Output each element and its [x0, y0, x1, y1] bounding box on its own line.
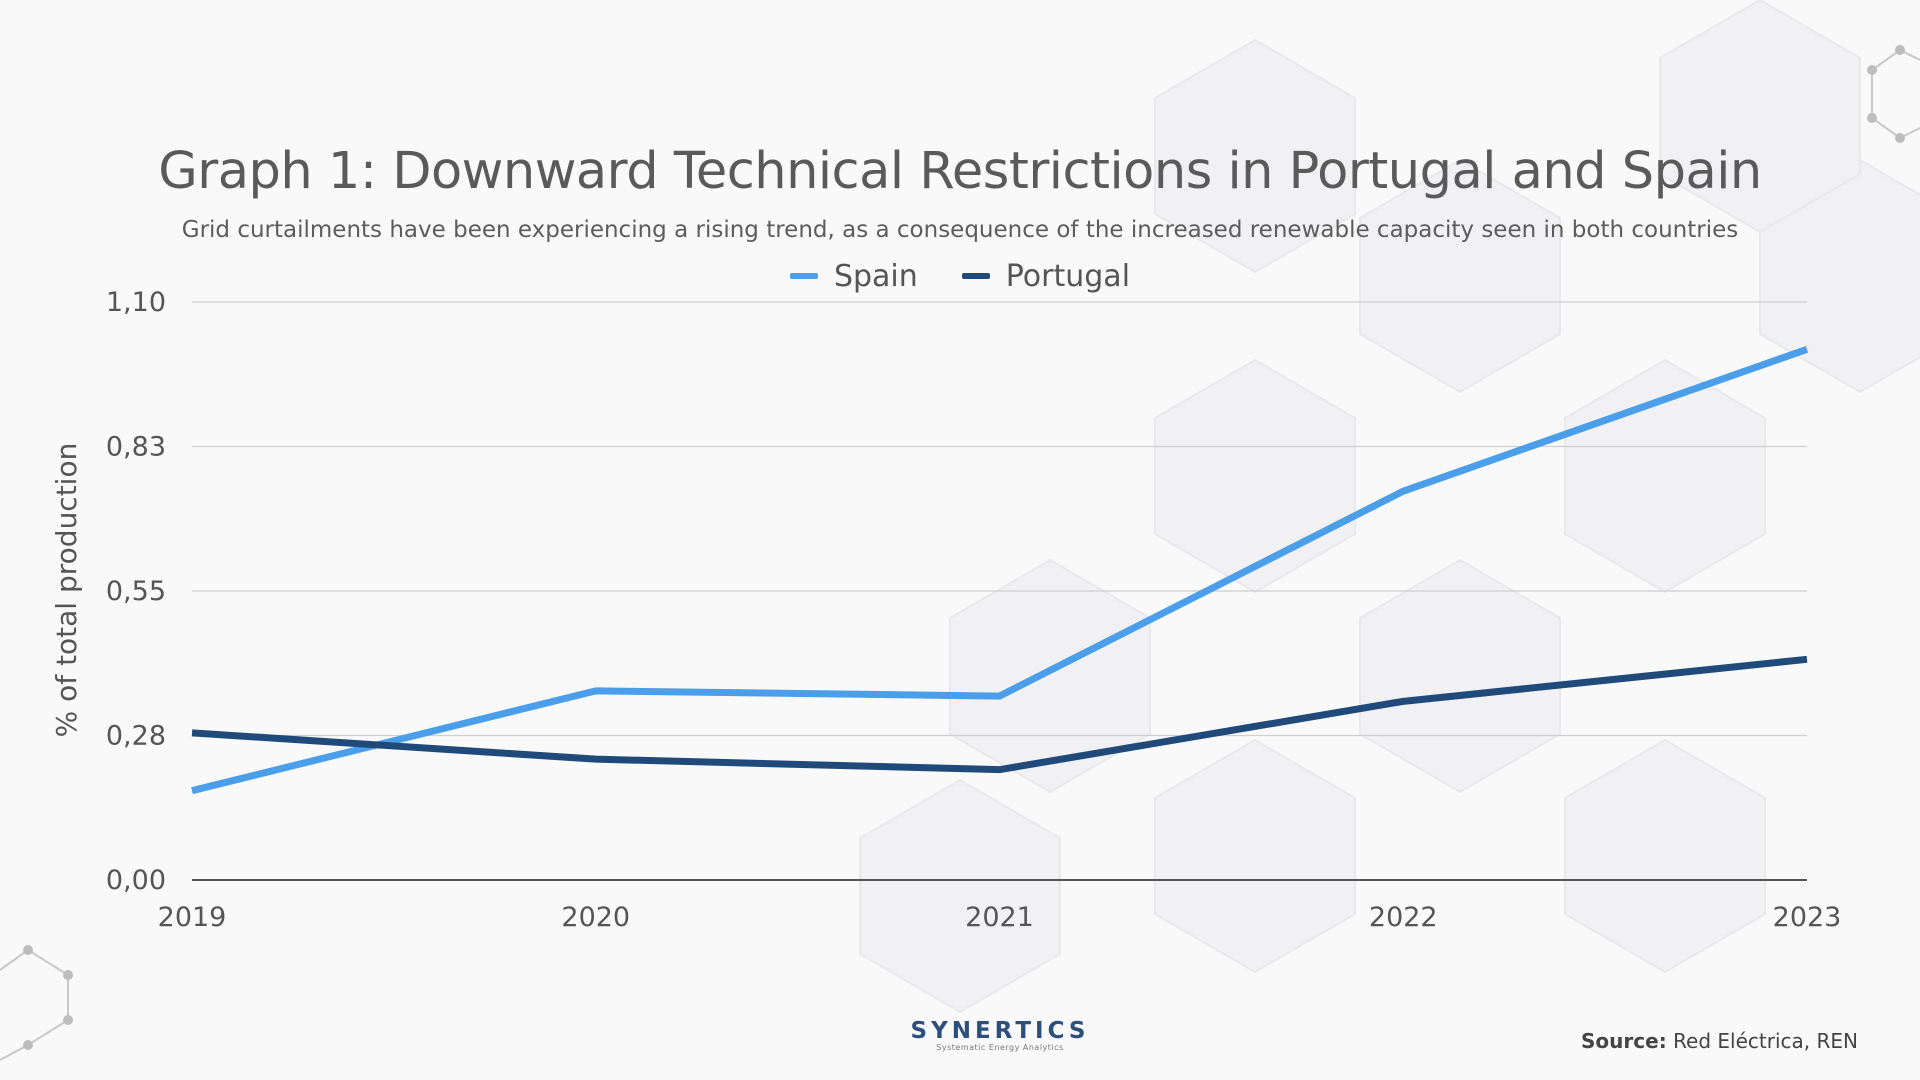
source-text: Red Eléctrica, REN [1673, 1029, 1858, 1053]
x-tick-label: 2023 [1773, 902, 1842, 933]
legend-label-portugal: Portugal [1005, 258, 1131, 294]
x-tick-label: 2020 [561, 902, 630, 933]
legend-item-portugal: Portugal [961, 258, 1131, 294]
series-line-spain [191, 345, 1809, 795]
legend-swatch-spain [789, 273, 818, 279]
y-tick-label: 0,28 [106, 721, 166, 752]
synertics-logo: SYNERTICS Systematic Energy Analytics [880, 1018, 1120, 1052]
chart-subtitle: Grid curtailments have been experiencing… [181, 217, 1739, 243]
source-note: Source: Red Eléctrica, REN [1581, 1029, 1858, 1053]
chart-legend: Spain Portugal [0, 256, 1920, 296]
chart-title: Graph 1: Downward Technical Restrictions… [158, 142, 1762, 201]
y-tick-label: 0,55 [106, 576, 166, 607]
y-axis-label: % of total production [50, 443, 83, 738]
y-tick-label: 0,83 [106, 432, 166, 463]
legend-item-spain: Spain [789, 258, 918, 294]
logo-tagline: Systematic Energy Analytics [936, 1043, 1064, 1052]
source-label: Source: [1581, 1029, 1667, 1053]
legend-label-spain: Spain [833, 258, 918, 294]
series-line-portugal [191, 655, 1808, 774]
x-tick-label: 2022 [1369, 902, 1438, 933]
y-tick-label: 1,10 [106, 287, 166, 318]
y-tick-label: 0,00 [106, 865, 166, 896]
logo-name: SYNERTICS [910, 1018, 1090, 1044]
legend-swatch-portugal [961, 273, 990, 279]
x-tick-label: 2021 [965, 902, 1034, 933]
x-tick-label: 2019 [158, 902, 227, 933]
